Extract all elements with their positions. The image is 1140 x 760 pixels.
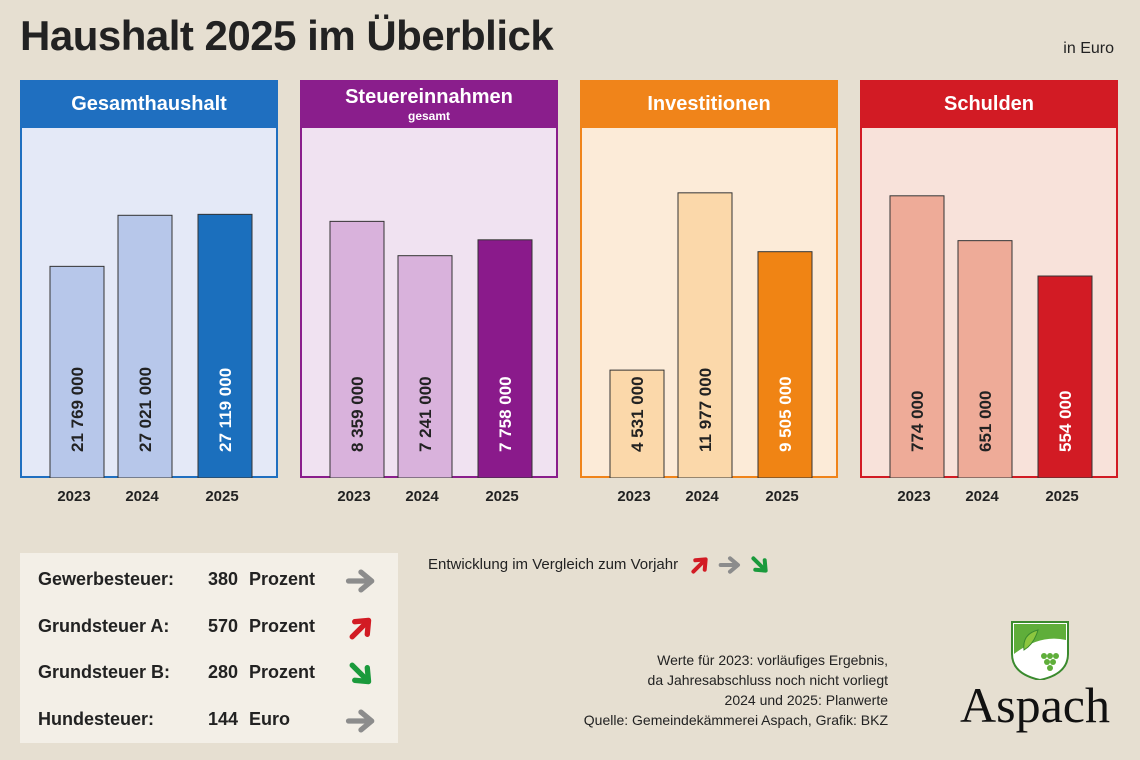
tax-value: 144 xyxy=(208,708,239,729)
panel-header: Investitionen xyxy=(582,82,836,128)
page-title: Haushalt 2025 im Überblick xyxy=(20,12,554,59)
legend-text: Entwicklung im Vergleich zum Vorjahr xyxy=(428,555,679,573)
source-notes: Werte für 2023: vorläufiges Ergebnis, da… xyxy=(584,650,888,730)
x-tick-label: 2024 xyxy=(685,488,719,505)
trend-flat-icon xyxy=(345,708,375,733)
tax-row: Grundsteuer B: 280 Prozent xyxy=(38,658,388,688)
tax-name: Hundesteuer: xyxy=(38,708,155,729)
bar-chart: 4 531 000 11 977 000 9 505 000 xyxy=(609,192,813,478)
tax-unit: Prozent xyxy=(249,662,316,682)
bar-chart: 774 000 651 000 554 000 xyxy=(889,195,1093,478)
x-tick-label: 2023 xyxy=(57,488,91,505)
panel-title: Steuereinnahmen xyxy=(345,86,513,108)
trend-down-icon xyxy=(349,662,372,685)
tax-unit: Prozent xyxy=(249,615,316,636)
x-tick-label: 2024 xyxy=(965,488,999,505)
x-tick-label: 2023 xyxy=(337,488,371,505)
bar-2024 xyxy=(397,255,453,478)
bar-value-label: 21 769 000 xyxy=(68,367,87,452)
bar-value-label: 9 505 000 xyxy=(776,376,795,452)
tax-name: Grundsteuer A: xyxy=(38,615,170,636)
note-line: da Jahresabschluss noch nicht vorliegt xyxy=(647,672,888,688)
bar-chart: 21 769 000 27 021 000 27 119 000 xyxy=(49,213,253,478)
x-tick-label: 2025 xyxy=(485,488,519,505)
trend-up-icon xyxy=(349,617,372,639)
tax-value: 280 xyxy=(208,662,239,682)
bar-2025 xyxy=(477,239,533,478)
bar-2023 xyxy=(329,220,385,478)
trend-down-icon xyxy=(751,556,768,573)
bar-value-label: 11 977 000 xyxy=(696,368,715,452)
x-tick-label: 2024 xyxy=(405,488,439,505)
note-line: Werte für 2023: vorläufiges Ergebnis, xyxy=(657,652,888,668)
bar-2025 xyxy=(1037,275,1093,478)
x-tick-label: 2025 xyxy=(205,488,239,505)
x-tick-label: 2023 xyxy=(897,488,931,505)
tax-rates-box: Gewerbesteuer: 380 Prozent Grundsteuer A: 57… xyxy=(20,553,398,743)
panel-header: Schulden xyxy=(862,82,1116,128)
note-line: Quelle: Gemeindekämmerei Aspach, Grafik:… xyxy=(583,712,888,728)
tax-row: Grundsteuer A: 570 Prozent xyxy=(38,612,388,642)
bar-value-label: 7 758 000 xyxy=(496,376,515,452)
panel-title: Investitionen xyxy=(647,93,771,115)
chart-panel: Schulden 774 000 651 000 554 000 xyxy=(860,80,1118,478)
bar-value-label: 4 531 000 xyxy=(628,376,647,452)
chart-panel: Investitionen 4 531 000 11 977 000 9 505 00… xyxy=(580,80,838,478)
bar-2023 xyxy=(49,265,105,478)
tax-value: 570 xyxy=(208,615,239,636)
bar-2023 xyxy=(889,195,945,478)
note-line: 2024 und 2025: Planwerte xyxy=(724,692,888,708)
bar-2025 xyxy=(757,251,813,478)
trend-flat-icon xyxy=(718,556,741,574)
bar-value-label: 554 000 xyxy=(1056,391,1075,452)
panel-title: Schulden xyxy=(943,93,1034,115)
bar-chart: 8 359 000 7 241 000 7 758 000 xyxy=(329,220,533,478)
tax-name: Grundsteuer B: xyxy=(38,662,171,682)
tax-row: Gewerbesteuer: 380 Prozent xyxy=(38,565,388,595)
logo-wordmark: Aspach xyxy=(960,677,1110,733)
panel-subtitle: gesamt xyxy=(407,109,451,123)
bar-2024 xyxy=(957,240,1013,478)
tax-value: 380 xyxy=(208,569,239,589)
bar-2024 xyxy=(117,214,173,478)
tax-row: Hundesteuer: 144 Euro xyxy=(38,705,388,735)
x-tick-label: 2025 xyxy=(1045,488,1079,505)
chart-panel: Gesamthaushalt 21 769 000 27 021 000 27 119… xyxy=(20,80,278,478)
panel-title: Gesamthaushalt xyxy=(71,93,227,115)
trend-flat-icon xyxy=(345,569,375,593)
x-tick-label: 2025 xyxy=(765,488,799,505)
bar-2025 xyxy=(197,213,253,478)
trend-legend: Entwicklung im Vergleich zum Vorjahr xyxy=(428,553,772,577)
panel-header: Steuereinnahmen gesamt xyxy=(302,82,556,128)
bar-value-label: 774 000 xyxy=(908,391,927,452)
bar-value-label: 651 000 xyxy=(976,391,995,452)
tax-unit: Euro xyxy=(249,708,291,729)
trend-up-icon xyxy=(691,557,708,574)
bar-value-label: 7 241 000 xyxy=(416,376,435,452)
bar-value-label: 8 359 000 xyxy=(348,376,367,452)
tax-name: Gewerbesteuer: xyxy=(38,569,175,589)
coat-of-arms-icon xyxy=(1011,621,1069,682)
bar-value-label: 27 119 000 xyxy=(216,368,235,452)
x-tick-label: 2024 xyxy=(125,488,159,505)
panel-header: Gesamthaushalt xyxy=(22,82,276,128)
aspach-logo: Aspach xyxy=(960,620,1120,740)
tax-unit: Prozent xyxy=(249,569,316,589)
unit-label: in Euro xyxy=(1063,40,1114,57)
bar-2023 xyxy=(609,369,665,478)
chart-panel: Steuereinnahmen gesamt 8 359 000 7 241 000 7… xyxy=(300,80,558,478)
x-tick-label: 2023 xyxy=(617,488,651,505)
bar-value-label: 27 021 000 xyxy=(136,367,155,452)
